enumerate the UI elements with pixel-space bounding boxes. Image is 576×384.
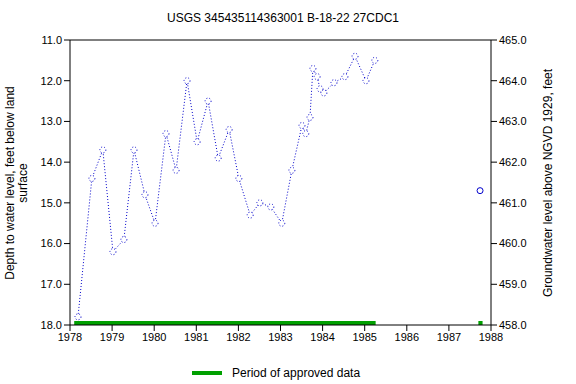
svg-text:Groundwater level above NGVD 1: Groundwater level above NGVD 1929, feet [541,68,555,297]
svg-text:464.0: 464.0 [499,75,527,87]
svg-text:1985: 1985 [352,331,376,343]
svg-text:460.0: 460.0 [499,237,527,249]
svg-text:458.0: 458.0 [499,319,527,331]
svg-text:463.0: 463.0 [499,115,527,127]
svg-text:1981: 1981 [184,331,208,343]
svg-text:11.0: 11.0 [41,34,62,46]
svg-text:1983: 1983 [268,331,292,343]
svg-text:465.0: 465.0 [499,34,527,46]
svg-text:1979: 1979 [100,331,124,343]
svg-text:1982: 1982 [226,331,250,343]
svg-text:13.0: 13.0 [41,115,62,127]
svg-text:1978: 1978 [58,331,82,343]
svg-text:15.0: 15.0 [41,197,62,209]
svg-text:461.0: 461.0 [499,197,527,209]
svg-text:462.0: 462.0 [499,156,527,168]
svg-text:12.0: 12.0 [41,75,62,87]
svg-text:1984: 1984 [310,331,334,343]
svg-text:1988: 1988 [479,331,503,343]
svg-text:17.0: 17.0 [41,278,62,290]
svg-text:14.0: 14.0 [41,156,62,168]
svg-text:459.0: 459.0 [499,278,527,290]
svg-text:1987: 1987 [437,331,461,343]
svg-text:16.0: 16.0 [41,237,62,249]
svg-text:1986: 1986 [395,331,419,343]
svg-text:Depth to water level, feet bel: Depth to water level, feet below land [8,86,17,279]
svg-text:1980: 1980 [142,331,166,343]
svg-text:18.0: 18.0 [41,319,62,331]
svg-text:USGS 345435114363001 B-18-22 2: USGS 345435114363001 B-18-22 27CDC1 [167,11,399,25]
svg-text:Period of approved data: Period of approved data [232,366,360,380]
svg-text:surface: surface [16,163,30,203]
